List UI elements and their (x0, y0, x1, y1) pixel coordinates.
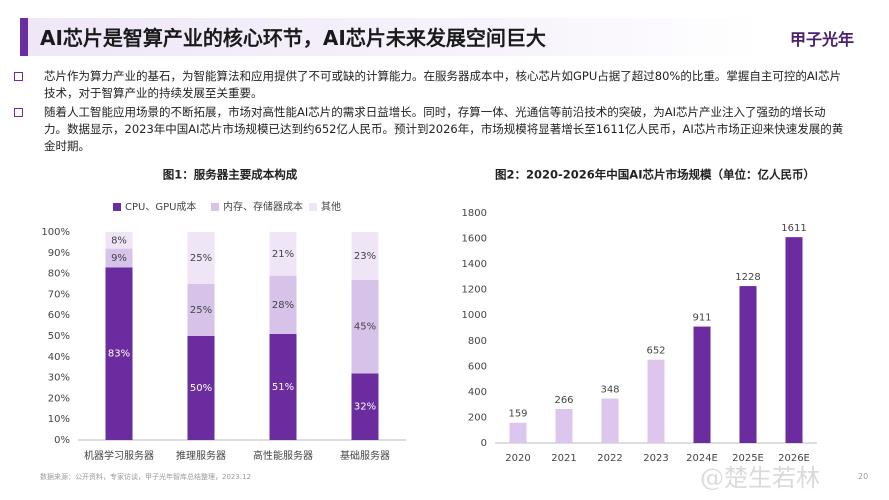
legend-label: CPU、GPU成本 (125, 200, 196, 213)
value-label: 32% (354, 402, 376, 413)
value-label: 25% (190, 253, 212, 264)
y-tick-label: 400 (468, 387, 487, 398)
value-label: 23% (354, 251, 376, 262)
bullet: 芯片作为算力产业的基石，为智能算法和应用提供了不可或缺的计算能力。在服务器成本中… (14, 68, 844, 102)
watermark: @楚生若林 (700, 464, 820, 492)
legend-swatch (211, 203, 219, 211)
bar (739, 286, 757, 443)
x-tick-label: 基础服务器 (340, 449, 390, 462)
y-tick-label: 800 (468, 336, 487, 347)
bar-segment (269, 275, 297, 334)
x-tick-label: 机器学习服务器 (84, 449, 154, 462)
value-label: 45% (354, 322, 376, 333)
x-tick-label: 2020 (505, 453, 530, 464)
bar-segment (187, 336, 215, 440)
value-label: 28% (272, 300, 294, 311)
value-label: 9% (111, 253, 127, 264)
bar-segment (351, 373, 379, 440)
value-label: 50% (190, 383, 212, 394)
y-tick-label: 90% (48, 248, 70, 259)
y-tick-label: 200 (468, 412, 487, 423)
value-label: 25% (190, 305, 212, 316)
bar-segment (269, 333, 297, 440)
bullet: 随着人工智能应用场景的不断拓展，市场对高性能AI芯片的需求日益增长。同时，存算一… (14, 104, 844, 155)
chart-title: 图2：2020-2026年中国AI芯片市场规模（单位：亿人民币） (495, 168, 815, 182)
bar-segment (269, 232, 297, 276)
y-tick-label: 10% (48, 414, 70, 425)
y-tick-label: 0% (54, 435, 70, 446)
x-tick-label: 推理服务器 (176, 449, 226, 462)
value-label: 1228 (735, 272, 760, 283)
value-label: 652 (646, 346, 665, 357)
legend-swatch (113, 203, 121, 211)
value-label: 911 (692, 313, 711, 324)
bar (555, 409, 573, 443)
x-tick-label: 2023 (643, 453, 668, 464)
bar-segment (351, 279, 379, 374)
bar (647, 359, 665, 443)
chart-title: 图1：服务器主要成本构成 (163, 168, 298, 182)
x-tick-label: 2021 (551, 453, 576, 464)
y-tick-label: 600 (468, 361, 487, 372)
y-tick-label: 70% (48, 289, 70, 300)
bar (693, 326, 711, 443)
bar-segment (187, 232, 215, 284)
x-tick-label: 2022 (597, 453, 622, 464)
legend-label: 内存、存储器成本 (223, 200, 303, 213)
bar-segment (105, 248, 133, 268)
y-tick-label: 20% (48, 393, 70, 404)
logo: 甲子光年 (790, 30, 855, 49)
y-tick-label: 100% (41, 227, 70, 238)
x-tick-label: 2026E (778, 453, 810, 464)
bar-segment (187, 284, 215, 336)
y-tick-label: 60% (48, 310, 70, 321)
bar-segment (105, 232, 133, 249)
bar (785, 237, 803, 443)
bar-segment (351, 232, 379, 280)
page-number: 20 (858, 472, 869, 481)
legend-label: 其他 (321, 200, 341, 213)
y-tick-label: 40% (48, 352, 70, 363)
value-label: 348 (600, 385, 619, 396)
value-label: 8% (111, 235, 127, 246)
y-tick-label: 1400 (462, 259, 487, 270)
source: 数据来源：公开资料，专家访谈，甲子光年智库总结整理，2023.12 (40, 473, 251, 481)
header-accent (20, 18, 28, 56)
y-tick-label: 1600 (462, 234, 487, 245)
bar (509, 422, 527, 443)
x-tick-label: 2025E (732, 453, 764, 464)
y-tick-label: 80% (48, 269, 70, 280)
value-label: 21% (272, 249, 294, 260)
value-label: 83% (108, 349, 130, 360)
x-tick-label: 高性能服务器 (253, 449, 313, 462)
y-tick-label: 1000 (462, 310, 487, 321)
bar (601, 398, 619, 443)
value-label: 51% (272, 382, 294, 393)
bar-segment (105, 267, 133, 440)
value-label: 159 (508, 409, 527, 420)
y-tick-label: 0 (481, 438, 487, 449)
value-label: 1611 (781, 223, 806, 234)
legend-swatch (309, 203, 317, 211)
slide-title: AI芯片是智算产业的核心环节，AI芯片未来发展空间巨大 (40, 26, 546, 50)
y-tick-label: 1200 (462, 285, 487, 296)
value-label: 266 (554, 395, 573, 406)
header-band (20, 18, 760, 56)
y-tick-label: 50% (48, 331, 70, 342)
y-tick-label: 30% (48, 373, 70, 384)
y-tick-label: 1800 (462, 208, 487, 219)
bullet-text: 随着人工智能应用场景的不断拓展，市场对高性能AI芯片的需求日益增长。同时，存算一… (44, 105, 844, 153)
x-tick-label: 2024E (686, 453, 718, 464)
bullet-text: 芯片作为算力产业的基石，为智能算法和应用提供了不可或缺的计算能力。在服务器成本中… (44, 69, 842, 100)
